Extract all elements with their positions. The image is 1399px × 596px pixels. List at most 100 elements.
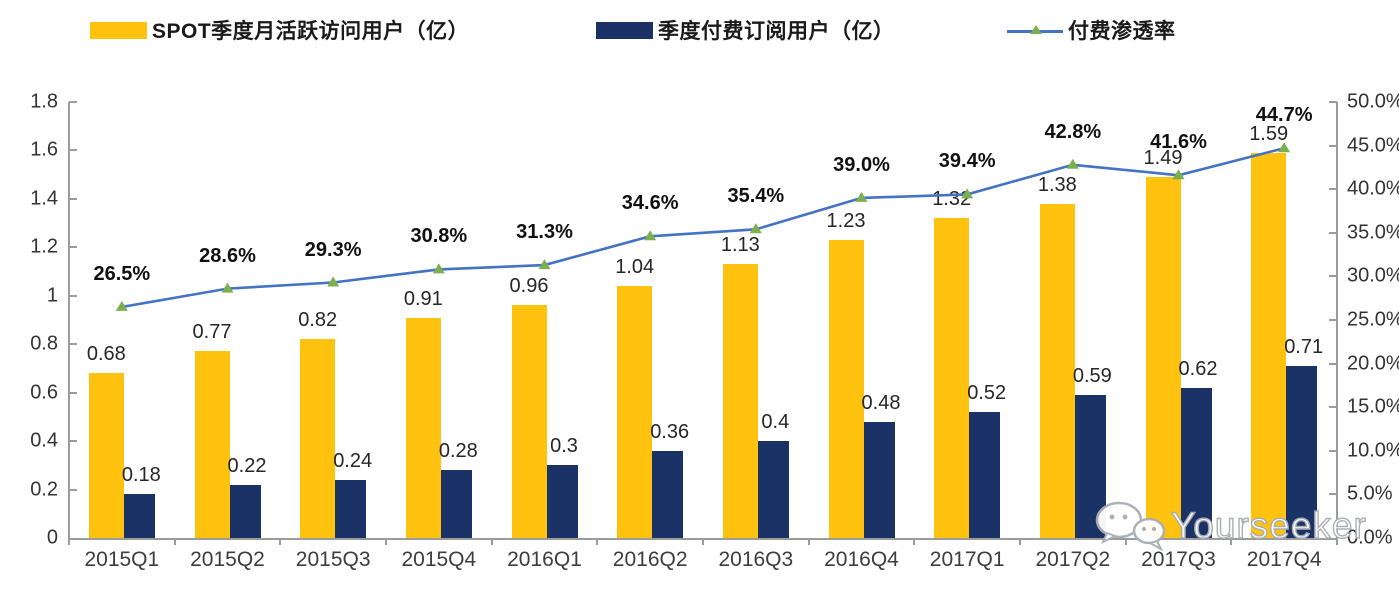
- y-axis-right-tick-label: 5.0%: [1347, 482, 1393, 505]
- y-axis-left-tick: [69, 343, 77, 346]
- legend-item-mau: SPOT季度月活跃访问用户（亿）: [90, 18, 469, 43]
- y-axis-right-tick: [1329, 144, 1337, 147]
- y-axis-right-tick-label: 40.0%: [1347, 177, 1399, 200]
- y-axis-right-tick: [1329, 319, 1337, 321]
- y-axis-right-tick: [1329, 231, 1337, 234]
- x-axis-tick: [913, 538, 916, 545]
- watermark: Yourseeker: [1093, 500, 1367, 552]
- bar-subscribers: [969, 412, 1001, 538]
- bar-mau: [722, 264, 758, 538]
- x-axis-category-label: 2016Q2: [612, 548, 688, 571]
- y-axis-right-tick-label: 20.0%: [1347, 352, 1399, 375]
- x-axis-tick: [596, 538, 599, 545]
- x-axis-tick: [1124, 538, 1127, 545]
- legend-item-penetration: 付费渗透率: [1007, 18, 1176, 43]
- bar-subscribers: [123, 494, 155, 538]
- bar-label-subscribers: 0.36: [650, 420, 690, 443]
- x-axis-category-label: 2016Q4: [824, 548, 899, 571]
- penetration-point-label: 28.6%: [199, 244, 256, 267]
- penetration-point-label: 29.3%: [304, 238, 362, 261]
- y-axis-right-tick-label: 45.0%: [1347, 134, 1399, 157]
- penetration-point-label: 26.5%: [93, 262, 151, 285]
- triangle-marker-icon: [432, 263, 445, 274]
- x-axis-category-label: 2015Q3: [295, 548, 371, 571]
- y-axis-right-tick-label: 25.0%: [1347, 308, 1399, 331]
- bar-subscribers: [546, 465, 578, 538]
- y-axis-right-tick: [1329, 188, 1337, 191]
- triangle-marker-icon: [1066, 158, 1079, 169]
- penetration-point-label: 31.3%: [516, 221, 573, 244]
- x-axis-tick: [173, 538, 176, 545]
- legend-swatch-mau: [90, 21, 147, 39]
- bar-label-subscribers: 0.18: [121, 464, 161, 487]
- y-axis-left-tick-label: 0.8: [30, 332, 58, 355]
- x-axis-category-label: 2017Q2: [1035, 548, 1111, 571]
- penetration-point-label: 42.8%: [1044, 120, 1102, 143]
- y-axis-left-tick-label: 0.4: [30, 429, 58, 452]
- bar-label-mau: 1.59: [1249, 122, 1289, 145]
- x-axis-tick: [1019, 538, 1021, 545]
- bar-label-subscribers: 0.48: [861, 391, 901, 414]
- bar-subscribers: [335, 479, 367, 538]
- y-axis-left-tick-label: 0.2: [30, 478, 58, 501]
- bar-subscribers: [652, 450, 684, 538]
- bar-label-mau: 1.38: [1037, 173, 1077, 196]
- y-axis-right-tick: [1329, 406, 1337, 409]
- bar-label-mau: 0.68: [86, 343, 126, 366]
- y-axis-left-tick: [69, 197, 77, 200]
- legend-label-subscribers: 季度付费订阅用户（亿）: [658, 20, 895, 43]
- x-axis-tick: [702, 538, 704, 545]
- legend-line-marker-icon: [1007, 22, 1063, 39]
- y-axis-left-tick-label: 1: [46, 284, 58, 307]
- y-axis-left-tick-label: 1.8: [30, 90, 58, 113]
- bar-subscribers: [440, 470, 472, 538]
- bar-label-mau: 1.32: [932, 188, 972, 211]
- y-axis-right-tick-label: 35.0%: [1347, 221, 1399, 244]
- bar-mau: [1039, 203, 1075, 538]
- y-axis-left-tick: [69, 294, 77, 297]
- bar-label-mau: 0.91: [403, 287, 443, 310]
- bar-label-mau: 0.96: [509, 275, 549, 298]
- triangle-marker-icon: [749, 223, 762, 234]
- x-axis-category-label: 2015Q1: [84, 548, 160, 571]
- bar-mau: [1251, 152, 1287, 538]
- y-axis-right-tick: [1329, 275, 1337, 278]
- penetration-point-label: 39.0%: [833, 153, 890, 176]
- bar-subscribers: [757, 441, 789, 538]
- bar-subscribers: [863, 421, 895, 538]
- triangle-marker-icon: [327, 276, 340, 287]
- triangle-marker-icon: [644, 230, 657, 241]
- y-axis-right-tick-label: 10.0%: [1347, 439, 1399, 462]
- y-axis-left-tick: [69, 391, 77, 394]
- triangle-marker-icon: [221, 282, 234, 293]
- y-axis-left-tick: [69, 149, 77, 152]
- bar-subscribers: [1180, 387, 1212, 538]
- triangle-marker-icon: [115, 300, 128, 311]
- legend-label-penetration: 付费渗透率: [1068, 20, 1176, 43]
- bar-subscribers: [1286, 366, 1318, 538]
- bar-mau: [828, 240, 864, 538]
- penetration-point-label: 41.6%: [1150, 131, 1207, 154]
- y-axis-left-line: [68, 102, 70, 538]
- x-axis-category-label: 2017Q3: [1141, 548, 1216, 571]
- bar-label-mau: 1.13: [720, 234, 760, 257]
- x-axis-tick: [385, 538, 387, 545]
- y-axis-left-tick-label: 0.6: [30, 381, 58, 404]
- y-axis-left-tick: [69, 101, 77, 103]
- x-axis-tick: [1230, 538, 1233, 545]
- y-axis-right-tick: [1329, 493, 1337, 496]
- x-axis-tick: [490, 538, 493, 545]
- bar-label-subscribers: 0.24: [333, 449, 373, 472]
- y-axis-right-tick-label: 15.0%: [1347, 395, 1399, 418]
- penetration-point-label: 35.4%: [727, 185, 785, 208]
- chat-bubbles-icon: [1095, 501, 1166, 552]
- y-axis-right-tick-label: 0.0%: [1347, 526, 1393, 549]
- x-axis-tick: [68, 538, 70, 545]
- x-axis-tick: [807, 538, 810, 545]
- bar-mau: [300, 339, 336, 538]
- x-axis-tick: [1336, 538, 1338, 545]
- bar-subscribers: [229, 484, 261, 538]
- bar-label-subscribers: 0.59: [1072, 365, 1112, 388]
- x-axis-category-label: 2016Q1: [507, 548, 582, 571]
- y-axis-left-tick-label: 0: [46, 526, 58, 549]
